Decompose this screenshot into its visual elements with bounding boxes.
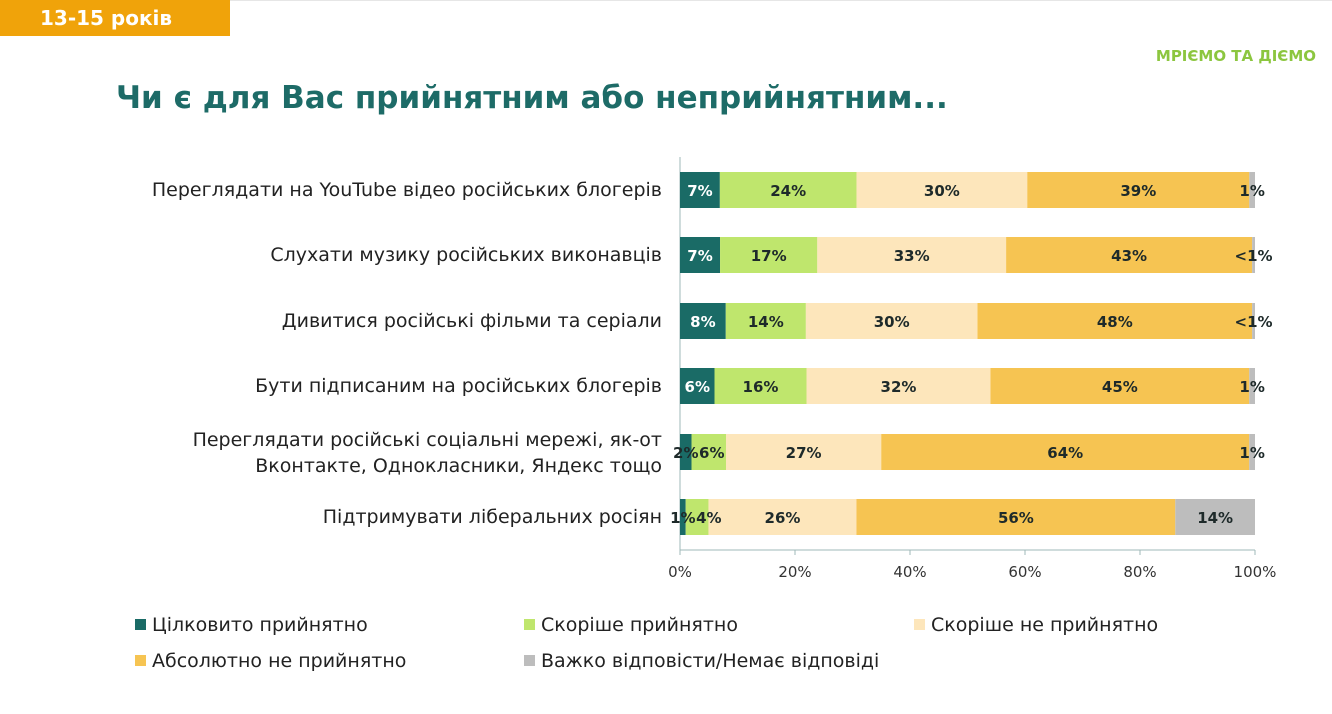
bar-segment (719, 172, 857, 208)
bar-segment (990, 368, 1250, 404)
legend-item: Важко відповісти/Немає відповіді (524, 650, 879, 672)
bar-segment (1249, 368, 1255, 404)
bar-segment (1006, 237, 1253, 273)
bar-segment (708, 499, 857, 535)
data-label: <1% (1235, 313, 1273, 331)
bar-segment (680, 434, 692, 470)
data-label: 39% (1120, 182, 1156, 200)
data-label: 6% (685, 378, 710, 396)
category-label: Переглядати на YouTube відео російських … (152, 179, 662, 201)
x-tick-label: 0% (668, 563, 692, 581)
legend-swatch (135, 619, 146, 630)
bar-segment (977, 303, 1253, 339)
bar-segment (856, 172, 1028, 208)
x-tick-label: 20% (778, 563, 811, 581)
data-label: 32% (881, 378, 917, 396)
category-label: Бути підписаним на російських блогерів (255, 375, 662, 397)
data-label: 27% (786, 444, 822, 462)
bar-segment (680, 499, 686, 535)
data-label: 1% (670, 509, 695, 527)
header-divider (230, 0, 1332, 1)
legend-item: Абсолютно не прийнятно (135, 650, 406, 672)
legend-label: Скоріше прийнятно (541, 614, 738, 636)
x-tick-label: 60% (1008, 563, 1041, 581)
data-label: 17% (751, 247, 787, 265)
data-label: <1% (1235, 247, 1273, 265)
bar-segment (1249, 172, 1255, 208)
bar-segment (817, 237, 1007, 273)
data-label: 56% (998, 509, 1034, 527)
bar-segment (691, 434, 726, 470)
bar-segment (685, 499, 709, 535)
legend-label: Скоріше не прийнятно (931, 614, 1159, 636)
legend-swatch (135, 655, 146, 666)
data-label: 26% (765, 509, 801, 527)
data-label: 1% (1239, 182, 1264, 200)
bar-segment (806, 368, 991, 404)
data-label: 24% (770, 182, 806, 200)
bar-segment (680, 368, 715, 404)
bar-segment (714, 368, 807, 404)
category-label: Вконтакте, Однокласники, Яндекс тощо (255, 455, 662, 477)
legend-label: Цілковито прийнятно (152, 614, 368, 636)
data-label: 6% (699, 444, 724, 462)
data-label: 7% (687, 247, 712, 265)
bar-segment (1175, 499, 1255, 535)
bar-segment (856, 499, 1176, 535)
page-title: Чи є для Вас прийнятним або неприйнятним… (116, 80, 948, 116)
data-label: 64% (1047, 444, 1083, 462)
bar-segment (881, 434, 1250, 470)
data-label: 8% (690, 313, 715, 331)
data-label: 33% (894, 247, 930, 265)
category-label: Підтримувати ліберальних росіян (323, 506, 662, 528)
age-group-badge: 13-15 років (0, 0, 230, 36)
bar-segment (680, 303, 726, 339)
data-label: 1% (1239, 378, 1264, 396)
data-label: 43% (1111, 247, 1147, 265)
bar-segment (1249, 434, 1255, 470)
legend-swatch (524, 655, 535, 666)
bar-segment (720, 237, 818, 273)
data-label: 1% (1239, 444, 1264, 462)
data-label: 14% (748, 313, 784, 331)
x-tick-label: 80% (1123, 563, 1156, 581)
legend-label: Абсолютно не прийнятно (152, 650, 407, 672)
bar-segment (680, 172, 720, 208)
data-label: 48% (1097, 313, 1133, 331)
bar-segment (1252, 303, 1255, 339)
x-tick-label: 40% (893, 563, 926, 581)
bar-segment (726, 434, 882, 470)
bar-segment (805, 303, 978, 339)
legend-item: Скоріше прийнятно (524, 614, 738, 636)
bar-segment (1027, 172, 1250, 208)
data-label: 30% (874, 313, 910, 331)
data-label: 14% (1197, 509, 1233, 527)
legend-item: Цілковито прийнятно (135, 614, 368, 636)
legend-item: Скоріше не прийнятно (914, 614, 1158, 636)
category-label: Слухати музику російських виконавців (270, 244, 662, 266)
bar-segment (680, 237, 721, 273)
category-label: Дивитися російські фільми та серіали (282, 310, 662, 332)
data-label: 2% (673, 444, 698, 462)
data-label: 30% (924, 182, 960, 200)
data-label: 16% (743, 378, 779, 396)
legend-label: Важко відповісти/Немає відповіді (541, 650, 880, 672)
data-label: 4% (696, 509, 721, 527)
data-label: 7% (687, 182, 712, 200)
bar-segment (1252, 237, 1255, 273)
brand-logo: МРІЄМО ТА ДІЄМО (1155, 47, 1316, 65)
category-label: Переглядати російські соціальні мережі, … (193, 429, 662, 451)
data-label: 45% (1102, 378, 1138, 396)
legend-swatch (524, 619, 535, 630)
legend-swatch (914, 619, 925, 630)
bar-segment (725, 303, 806, 339)
x-tick-label: 100% (1234, 563, 1277, 581)
